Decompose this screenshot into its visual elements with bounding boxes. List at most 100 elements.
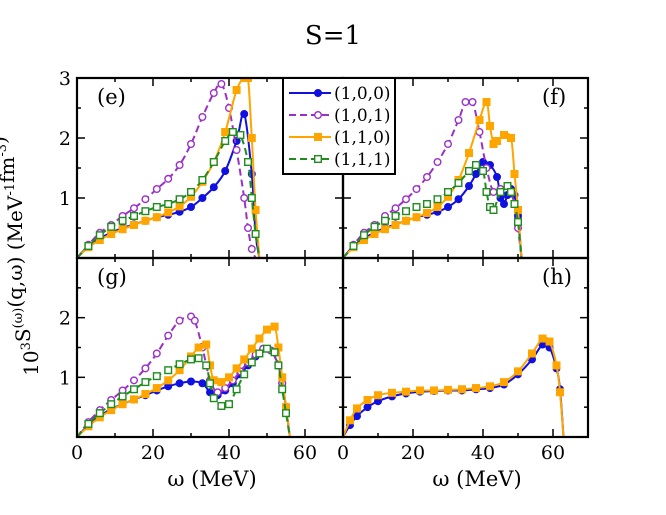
data-point bbox=[412, 184, 421, 193]
data-point bbox=[496, 187, 505, 196]
x-tick-label: 40 bbox=[217, 442, 241, 464]
x-tick-label: 40 bbox=[471, 442, 495, 464]
legend-entry: (1,0,1) bbox=[289, 106, 391, 126]
data-point bbox=[346, 416, 355, 425]
data-point bbox=[175, 202, 184, 211]
legend-marker bbox=[314, 154, 323, 163]
x-axis-label-right: ω (MeV) bbox=[432, 467, 521, 491]
data-point bbox=[240, 370, 249, 379]
data-point bbox=[164, 376, 173, 385]
data-point bbox=[489, 205, 498, 214]
data-point bbox=[270, 348, 279, 357]
series-(1,1,0) bbox=[77, 322, 291, 437]
data-point bbox=[141, 364, 150, 373]
x-tick-label: 0 bbox=[71, 442, 83, 464]
series-(1,1,0) bbox=[343, 97, 523, 258]
data-point bbox=[202, 340, 211, 349]
data-point bbox=[221, 166, 230, 175]
data-point bbox=[514, 367, 523, 376]
data-point bbox=[412, 213, 421, 222]
data-point bbox=[232, 364, 241, 373]
data-point bbox=[433, 195, 442, 204]
data-point bbox=[107, 222, 116, 231]
y-axis-label: 103S(ω)(q,ω) (MeV-1fm-3) bbox=[0, 136, 43, 376]
data-point bbox=[240, 193, 249, 202]
data-point bbox=[444, 139, 453, 148]
data-point bbox=[552, 361, 561, 370]
data-point bbox=[164, 366, 173, 375]
data-point bbox=[489, 187, 498, 196]
data-point bbox=[416, 386, 425, 395]
data-point bbox=[402, 216, 411, 225]
y-tick-label: 1 bbox=[59, 367, 71, 389]
data-point bbox=[198, 175, 207, 184]
data-point bbox=[433, 202, 442, 211]
data-point bbox=[118, 225, 127, 234]
data-point bbox=[255, 334, 264, 343]
data-point bbox=[465, 181, 474, 190]
data-point bbox=[164, 208, 173, 217]
data-point bbox=[556, 388, 565, 397]
data-point bbox=[482, 187, 491, 196]
data-point bbox=[493, 136, 502, 145]
data-point bbox=[247, 358, 256, 367]
legend-label: (1,1,0) bbox=[334, 128, 391, 148]
data-point bbox=[270, 322, 279, 331]
data-point bbox=[444, 202, 453, 211]
legend-marker bbox=[314, 88, 323, 97]
data-point bbox=[486, 121, 495, 130]
data-point bbox=[388, 388, 397, 397]
data-point bbox=[84, 241, 93, 250]
y-tick-label: 2 bbox=[59, 128, 71, 150]
data-point bbox=[232, 385, 241, 394]
data-point bbox=[217, 378, 226, 387]
data-point bbox=[217, 79, 226, 88]
data-point bbox=[391, 211, 400, 220]
series-(1,1,1) bbox=[343, 160, 523, 258]
data-point bbox=[507, 133, 516, 142]
data-point bbox=[152, 202, 161, 211]
legend-marker bbox=[314, 132, 323, 141]
data-point bbox=[164, 199, 173, 208]
data-point bbox=[141, 216, 150, 225]
series-(1,1,1) bbox=[77, 127, 261, 258]
y-tick-label: 1 bbox=[59, 188, 71, 210]
panel-g: 0 20 40 60 1 2 (g) bbox=[59, 256, 345, 464]
data-point bbox=[118, 216, 127, 225]
data-point bbox=[353, 412, 362, 421]
data-point bbox=[465, 166, 474, 175]
data-point bbox=[236, 130, 245, 139]
data-point bbox=[444, 385, 453, 394]
data-point bbox=[186, 377, 195, 386]
data-point bbox=[84, 419, 93, 428]
panel-label: (h) bbox=[542, 265, 572, 289]
data-point bbox=[152, 184, 161, 193]
data-point bbox=[209, 157, 218, 166]
chart-title: S=1 bbox=[305, 21, 361, 51]
data-point bbox=[479, 166, 488, 175]
legend-entry: (1,1,1) bbox=[289, 150, 391, 170]
data-point bbox=[363, 396, 372, 405]
data-point bbox=[209, 88, 218, 97]
data-point bbox=[465, 148, 474, 157]
legend-entry: (1,0,0) bbox=[289, 84, 391, 104]
data-point bbox=[510, 169, 519, 178]
data-point bbox=[402, 387, 411, 396]
data-point bbox=[472, 160, 481, 169]
data-point bbox=[381, 216, 390, 225]
data-point bbox=[381, 225, 390, 234]
data-point bbox=[95, 409, 104, 418]
data-point bbox=[175, 160, 184, 169]
x-tick-label: 60 bbox=[541, 442, 565, 464]
data-point bbox=[374, 391, 383, 400]
data-point bbox=[263, 344, 272, 353]
data-point bbox=[243, 78, 252, 82]
data-point bbox=[224, 373, 233, 382]
data-point bbox=[118, 392, 127, 401]
data-point bbox=[164, 174, 173, 183]
panel-label: (f) bbox=[542, 85, 566, 109]
data-point bbox=[247, 193, 256, 202]
data-point bbox=[243, 223, 252, 232]
data-point bbox=[129, 395, 138, 404]
data-point bbox=[202, 361, 211, 370]
